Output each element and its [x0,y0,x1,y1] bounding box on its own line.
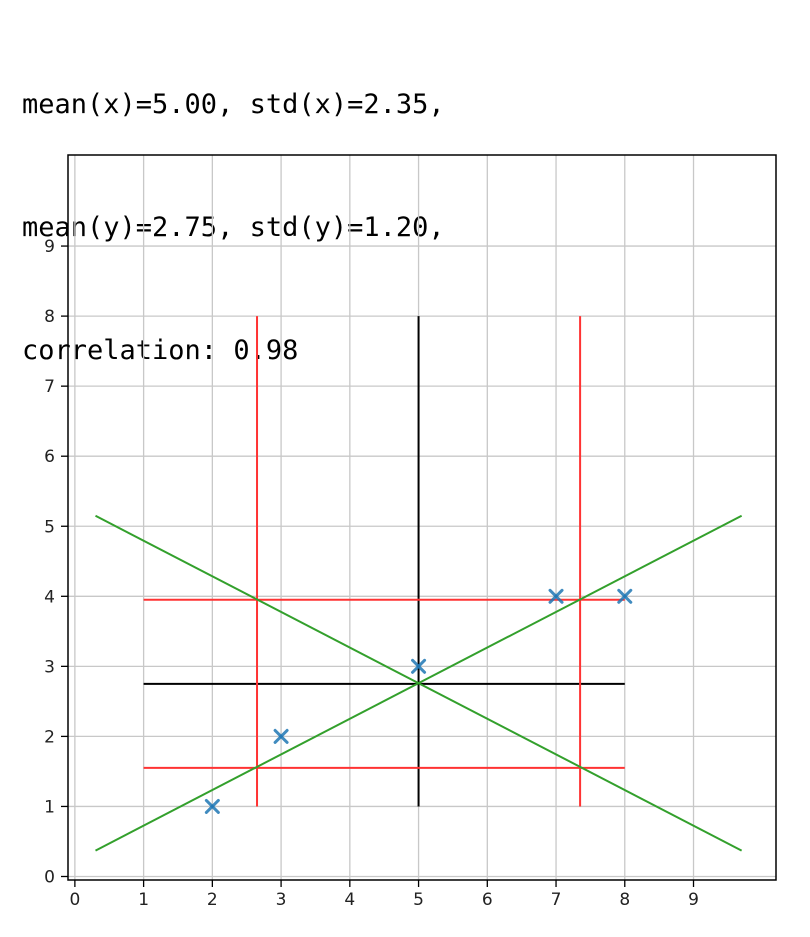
data-point-stroke [411,658,427,674]
y-tick-label: 2 [44,727,55,747]
y-tick-label: 7 [44,377,55,397]
data-point [548,588,564,604]
x-tick-label: 3 [276,890,287,910]
stats-line-correlation: correlation: 0.98 [22,335,299,366]
stats-line-x: mean(x)=5.00, std(x)=2.35, [22,89,445,120]
fit-line [95,514,743,852]
data-point [273,728,289,744]
data-point [617,588,633,604]
y-tick-label: 8 [44,307,55,327]
data-points [204,588,633,814]
x-tick-label: 5 [413,890,424,910]
y-tick-label: 5 [44,517,55,537]
data-point [411,658,427,674]
x-tick-label: 4 [344,890,355,910]
stats-line-y: mean(y)=2.75, std(y)=1.20, [22,212,445,243]
x-tick-label: 8 [619,890,630,910]
data-point-stroke [204,798,220,814]
y-tick-label: 4 [44,587,55,607]
axis-ticks: 0 1 2 3 4 5 6 7 8 9 0 1 2 3 4 5 6 7 8 9 [44,237,699,910]
data-point [204,798,220,814]
y-tick-label: 0 [44,867,55,887]
x-tick-label: 7 [551,890,562,910]
plot-frame [67,154,777,881]
data-point-stroke [548,588,564,604]
x-tick-label: 0 [69,890,80,910]
y-tick-label: 6 [44,447,55,467]
grid [68,155,776,880]
x-tick-label: 2 [207,890,218,910]
y-tick-label: 3 [44,657,55,677]
x-tick-label: 1 [138,890,149,910]
y-tick-label: 9 [44,237,55,257]
overlay-lines [95,316,743,852]
y-tick-label: 1 [44,797,55,817]
data-point-stroke [617,588,633,604]
x-tick-label: 6 [482,890,493,910]
x-tick-label: 9 [688,890,699,910]
data-point-stroke [273,728,289,744]
stats-header: mean(x)=5.00, std(x)=2.35, mean(y)=2.75,… [22,2,445,412]
